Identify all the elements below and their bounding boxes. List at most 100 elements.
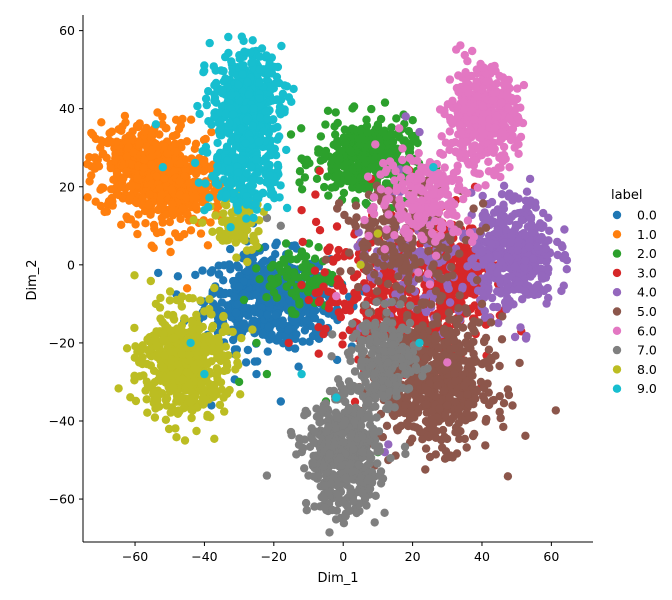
point — [469, 349, 478, 358]
point — [432, 427, 441, 436]
point — [90, 153, 100, 162]
point — [239, 295, 249, 305]
point — [102, 153, 111, 162]
point — [271, 250, 280, 259]
point — [408, 156, 417, 166]
point — [168, 132, 178, 141]
point — [352, 508, 361, 518]
point — [371, 140, 380, 149]
point — [490, 123, 500, 132]
point — [231, 308, 241, 318]
point — [369, 193, 379, 202]
point — [334, 375, 343, 384]
point — [331, 108, 340, 117]
point — [348, 104, 357, 113]
point — [155, 184, 164, 193]
point — [502, 91, 511, 101]
series-7.0 — [262, 213, 432, 537]
point — [431, 359, 441, 368]
point — [529, 254, 538, 263]
point — [417, 196, 426, 205]
point — [441, 410, 450, 420]
point — [255, 309, 264, 318]
point — [519, 80, 529, 90]
point — [452, 166, 462, 176]
point — [495, 407, 504, 417]
point — [379, 217, 389, 226]
point — [207, 127, 216, 137]
point — [140, 127, 149, 136]
point — [319, 282, 328, 291]
point — [447, 262, 456, 272]
point — [504, 103, 513, 113]
point — [348, 183, 357, 192]
point — [521, 431, 530, 440]
point — [493, 251, 502, 260]
point — [421, 400, 431, 409]
point — [206, 218, 215, 227]
point — [421, 417, 431, 426]
point — [166, 247, 175, 257]
point — [431, 286, 441, 296]
point — [390, 176, 399, 185]
point — [175, 233, 185, 242]
point — [332, 163, 341, 172]
point — [473, 169, 482, 178]
point — [301, 258, 310, 268]
point — [341, 397, 350, 407]
point — [501, 154, 510, 164]
point — [117, 220, 126, 229]
point — [454, 87, 463, 97]
point — [369, 155, 379, 164]
point — [365, 484, 375, 493]
point — [481, 181, 490, 190]
point — [327, 183, 336, 192]
point — [87, 128, 96, 138]
point — [522, 187, 532, 196]
point — [340, 210, 349, 220]
point — [491, 167, 500, 176]
point — [499, 422, 508, 432]
point — [509, 97, 518, 106]
point — [97, 118, 106, 127]
point — [94, 162, 104, 171]
point — [243, 266, 252, 276]
point — [162, 210, 171, 219]
point — [295, 167, 305, 176]
point — [338, 331, 347, 340]
point — [300, 326, 310, 335]
point — [427, 348, 437, 357]
point — [456, 427, 465, 436]
series-1.0 — [83, 108, 242, 293]
point — [470, 115, 479, 124]
point — [414, 174, 423, 183]
point — [518, 295, 527, 304]
point — [455, 249, 464, 258]
point — [96, 143, 105, 152]
point — [489, 208, 499, 217]
point — [232, 261, 242, 270]
point — [289, 268, 299, 277]
point — [449, 228, 458, 237]
point — [315, 226, 325, 235]
point — [91, 134, 101, 144]
point — [111, 154, 120, 163]
point — [366, 206, 376, 215]
point — [226, 265, 235, 274]
point — [487, 262, 496, 271]
point — [542, 299, 551, 308]
point — [300, 464, 309, 473]
point — [478, 247, 487, 256]
point — [352, 213, 361, 222]
point — [294, 362, 303, 371]
point — [464, 399, 473, 409]
point — [157, 190, 166, 199]
point — [468, 431, 478, 441]
point — [438, 219, 447, 229]
point — [332, 172, 341, 182]
point — [297, 185, 307, 194]
point — [479, 129, 489, 139]
point — [153, 142, 162, 152]
point — [325, 243, 334, 252]
point — [354, 282, 363, 292]
